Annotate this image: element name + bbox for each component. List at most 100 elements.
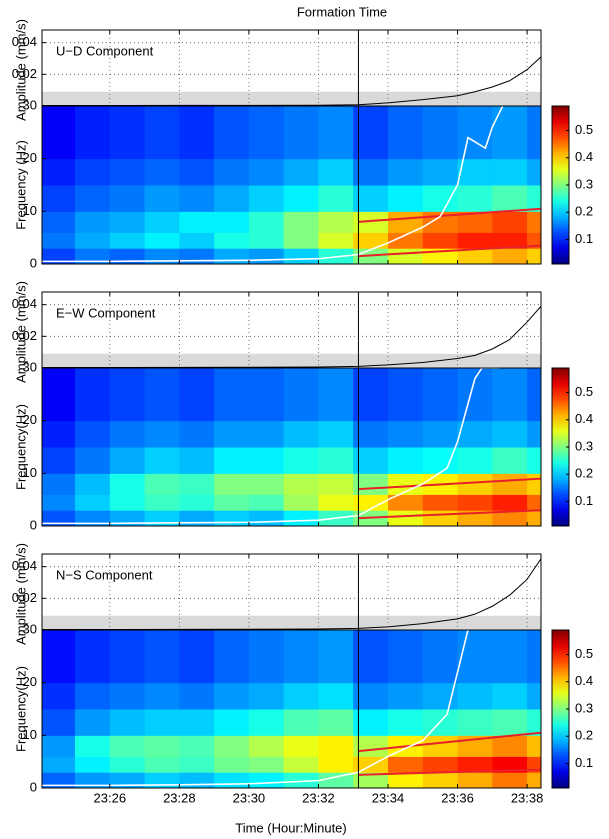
band-line — [358, 509, 541, 520]
heatmap-cell — [527, 248, 541, 264]
heatmap-cell — [109, 772, 146, 788]
chart-title: Formation Time — [297, 4, 387, 19]
heatmap-cell — [214, 158, 250, 186]
heatmap-cell — [283, 709, 319, 736]
band-line — [358, 768, 541, 776]
heatmap-cell — [42, 211, 76, 233]
heatmap-cell — [318, 106, 354, 160]
y-tick-label: 30 — [23, 621, 37, 636]
heatmap-cell — [422, 106, 459, 160]
heatmap-cell — [527, 447, 541, 474]
heatmap-cell — [109, 447, 146, 474]
band-line — [358, 731, 541, 753]
heatmap-cell — [353, 232, 389, 249]
heatmap-cell — [144, 447, 180, 474]
heatmap-cell — [318, 735, 354, 757]
heatmap-cell — [144, 510, 180, 526]
heatmap-cell — [492, 420, 528, 448]
heatmap-cell — [318, 473, 354, 495]
heatmap-cell — [492, 709, 528, 736]
heatmap-cell — [318, 185, 354, 212]
heatmap-cell — [527, 735, 541, 757]
heatmap-cell — [144, 494, 180, 511]
heatmap-cell — [283, 420, 319, 448]
heatmap-cell — [457, 494, 493, 511]
heatmap-cell — [109, 368, 146, 422]
heatmap-cell — [527, 473, 541, 495]
heatmap-cell — [283, 106, 319, 160]
amplitude-axis-label: Amplitude (mm/s) — [13, 543, 28, 645]
heatmap-cell — [283, 682, 319, 710]
heatmap-cell — [318, 420, 354, 448]
heatmap-cell — [387, 630, 424, 684]
heatmap-cell — [387, 106, 424, 160]
heatmap-cell — [457, 630, 493, 684]
heatmap-cell — [457, 447, 493, 474]
heatmap-cell — [75, 420, 111, 448]
heatmap-cell — [283, 447, 319, 474]
heatmap-cell — [422, 158, 459, 186]
heatmap-cell — [42, 158, 76, 186]
heatmap-cell — [144, 682, 180, 710]
heatmap-cell — [109, 473, 146, 495]
heatmap-cell — [75, 510, 111, 526]
heatmap-cell — [75, 682, 111, 710]
heatmap-cell — [527, 158, 541, 186]
heatmap-cell — [75, 106, 111, 160]
heatmap-cell — [457, 709, 493, 736]
heatmap-cell — [179, 473, 215, 495]
x-tick-label: 23:26 — [94, 790, 127, 805]
heatmap-cell — [527, 420, 541, 448]
heatmap-cell — [387, 185, 424, 212]
x-tick-label: 23:34 — [372, 790, 405, 805]
heatmap-cell — [457, 368, 493, 422]
heatmap-cell — [109, 494, 146, 511]
y-tick-label: 10 — [23, 465, 37, 480]
heatmap-cell — [42, 420, 76, 448]
heatmap-cell — [353, 106, 389, 160]
heatmap-cell — [248, 248, 285, 264]
spectrogram-frame — [41, 105, 542, 265]
heatmap-cell — [492, 248, 528, 264]
heatmap-cell — [144, 158, 180, 186]
heatmap-cell — [179, 158, 215, 186]
heatmap-cell — [318, 232, 354, 249]
heatmap-cell — [42, 510, 76, 526]
amplitude-line — [42, 558, 541, 631]
heatmap-cell — [144, 368, 180, 422]
heatmap-cell — [457, 232, 493, 249]
heatmap-cell — [457, 185, 493, 212]
white-curve — [42, 105, 504, 263]
x-tick-label: 23:36 — [441, 790, 474, 805]
heatmap-cell — [109, 682, 146, 710]
heatmap-cell — [422, 185, 459, 212]
heatmap-cell — [214, 447, 250, 474]
colorbar-tick-label: 0.1 — [575, 755, 593, 770]
heatmap-cell — [179, 447, 215, 474]
heatmap-cell — [179, 756, 215, 773]
heatmap-cell — [214, 510, 250, 526]
heatmap-cell — [109, 735, 146, 757]
heatmap-cell — [248, 211, 285, 233]
heatmap-cell — [248, 185, 285, 212]
heatmap-cell — [144, 709, 180, 736]
heatmap-cell — [387, 510, 424, 526]
heatmap-cell — [492, 106, 528, 160]
frequency-axis-label: Frequency(Hz) — [13, 666, 28, 752]
heatmap-cell — [75, 772, 111, 788]
heatmap-cell — [283, 630, 319, 684]
heatmap-cell — [75, 447, 111, 474]
heatmap-cell — [109, 510, 146, 526]
heatmap-cell — [492, 185, 528, 212]
heatmap-cell — [75, 473, 111, 495]
band-line — [358, 477, 541, 491]
heatmap-cell — [387, 248, 424, 264]
shaded-band — [42, 91, 541, 106]
y-tick-label: 0.04 — [12, 296, 37, 311]
heatmap-cell — [283, 473, 319, 495]
frequency-axis-label: Frequency (Hz) — [13, 140, 28, 230]
heatmap-cell — [492, 756, 528, 773]
heatmap-cell — [144, 756, 180, 773]
heatmap-cell — [318, 630, 354, 684]
frequency-axis-label: Frequency(Hz) — [13, 404, 28, 490]
